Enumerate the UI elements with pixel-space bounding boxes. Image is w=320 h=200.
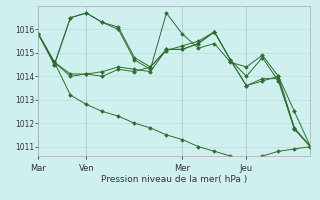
X-axis label: Pression niveau de la mer( hPa ): Pression niveau de la mer( hPa ) <box>101 175 248 184</box>
